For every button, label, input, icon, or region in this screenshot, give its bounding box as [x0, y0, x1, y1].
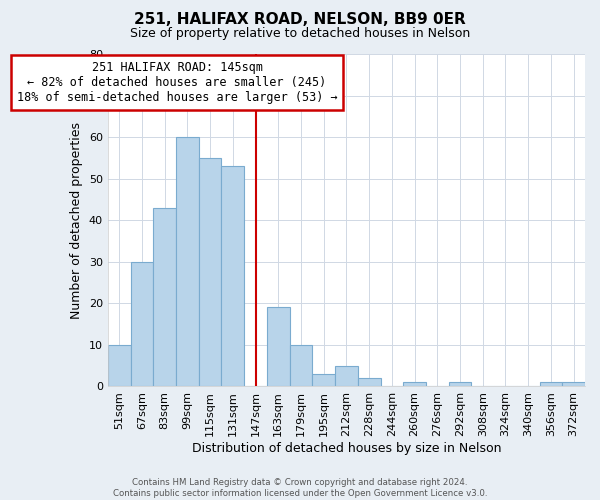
- Bar: [358, 378, 380, 386]
- Bar: [199, 158, 221, 386]
- Bar: [108, 345, 131, 387]
- Bar: [267, 308, 290, 386]
- Text: Contains HM Land Registry data © Crown copyright and database right 2024.
Contai: Contains HM Land Registry data © Crown c…: [113, 478, 487, 498]
- Bar: [290, 345, 313, 387]
- Bar: [449, 382, 472, 386]
- Bar: [221, 166, 244, 386]
- Bar: [335, 366, 358, 386]
- Bar: [539, 382, 562, 386]
- Bar: [562, 382, 585, 386]
- Y-axis label: Number of detached properties: Number of detached properties: [70, 122, 83, 318]
- Bar: [176, 137, 199, 386]
- Bar: [313, 374, 335, 386]
- Text: Size of property relative to detached houses in Nelson: Size of property relative to detached ho…: [130, 28, 470, 40]
- Bar: [403, 382, 426, 386]
- Bar: [154, 208, 176, 386]
- Bar: [131, 262, 154, 386]
- X-axis label: Distribution of detached houses by size in Nelson: Distribution of detached houses by size …: [191, 442, 501, 455]
- Text: 251 HALIFAX ROAD: 145sqm
← 82% of detached houses are smaller (245)
18% of semi-: 251 HALIFAX ROAD: 145sqm ← 82% of detach…: [17, 60, 337, 104]
- Text: 251, HALIFAX ROAD, NELSON, BB9 0ER: 251, HALIFAX ROAD, NELSON, BB9 0ER: [134, 12, 466, 28]
